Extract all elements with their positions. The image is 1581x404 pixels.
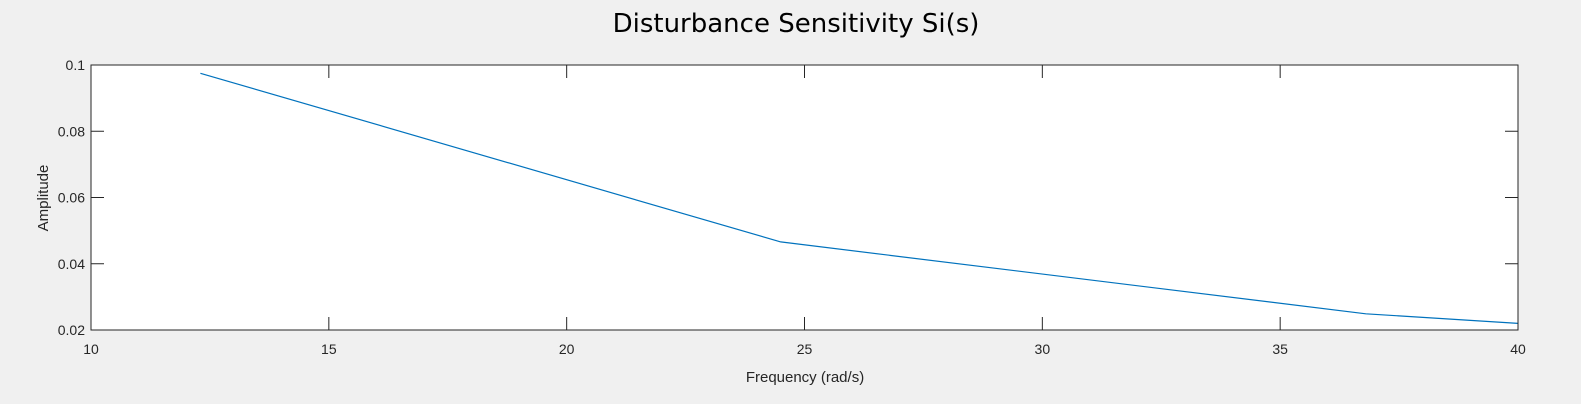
y-axis-label: Amplitude <box>35 165 52 232</box>
y-tick-label: 0.06 <box>58 190 85 206</box>
x-axis-label: Frequency (rad/s) <box>746 369 864 386</box>
series-layer <box>200 72 1519 324</box>
series-line-1 <box>200 72 1519 324</box>
plot-area <box>91 65 1518 330</box>
x-tick-label: 10 <box>83 341 99 357</box>
y-tick-label: 0.1 <box>66 57 86 73</box>
x-tick-label: 20 <box>559 341 575 357</box>
x-tick-label: 40 <box>1510 341 1526 357</box>
y-tick-label: 0.04 <box>58 256 85 272</box>
x-tick-label: 30 <box>1035 341 1051 357</box>
y-tick-label: 0.02 <box>58 322 85 338</box>
x-tick-label: 35 <box>1272 341 1288 357</box>
x-tick-label: 15 <box>321 341 337 357</box>
y-tick-label: 0.08 <box>58 123 85 139</box>
ticks-layer: 10 15 20 25 30 35 40 0.02 0.04 0.06 0.08 0.1 <box>58 57 1526 357</box>
chart-title: Disturbance Sensitivity Si(s) <box>613 9 980 39</box>
x-tick-label: 25 <box>797 341 813 357</box>
